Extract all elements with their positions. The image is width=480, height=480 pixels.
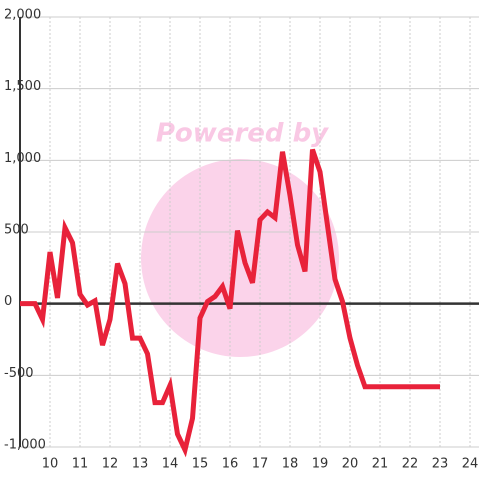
x-tick-label: 12 [102, 457, 119, 472]
x-tick-label: 11 [72, 457, 89, 472]
y-tick-label: 1,500 [4, 79, 41, 94]
x-tick-label: 23 [432, 457, 449, 472]
y-tick-label: 2,000 [4, 8, 41, 23]
x-tick-label: 16 [222, 457, 239, 472]
y-tick-label: -500 [4, 366, 34, 381]
watermark-text: Powered by [156, 119, 329, 149]
x-tick-label: 21 [372, 457, 389, 472]
x-tick-label: 13 [132, 457, 149, 472]
x-tick-label: 10 [42, 457, 59, 472]
y-tick-label: 500 [4, 223, 29, 238]
x-tick-label: 18 [282, 457, 299, 472]
y-tick-label: 1,000 [4, 151, 41, 166]
x-tick-label: 19 [312, 457, 329, 472]
x-tick-label: 14 [162, 457, 179, 472]
x-tick-label: 20 [342, 457, 359, 472]
y-tick-label: -1,000 [4, 438, 46, 453]
x-tick-label: 22 [402, 457, 419, 472]
y-tick-label: 0 [4, 294, 12, 309]
x-tick-label: 15 [192, 457, 209, 472]
x-tick-label: 24 [462, 457, 479, 472]
data-line [20, 148, 440, 458]
x-tick-label: 17 [252, 457, 269, 472]
